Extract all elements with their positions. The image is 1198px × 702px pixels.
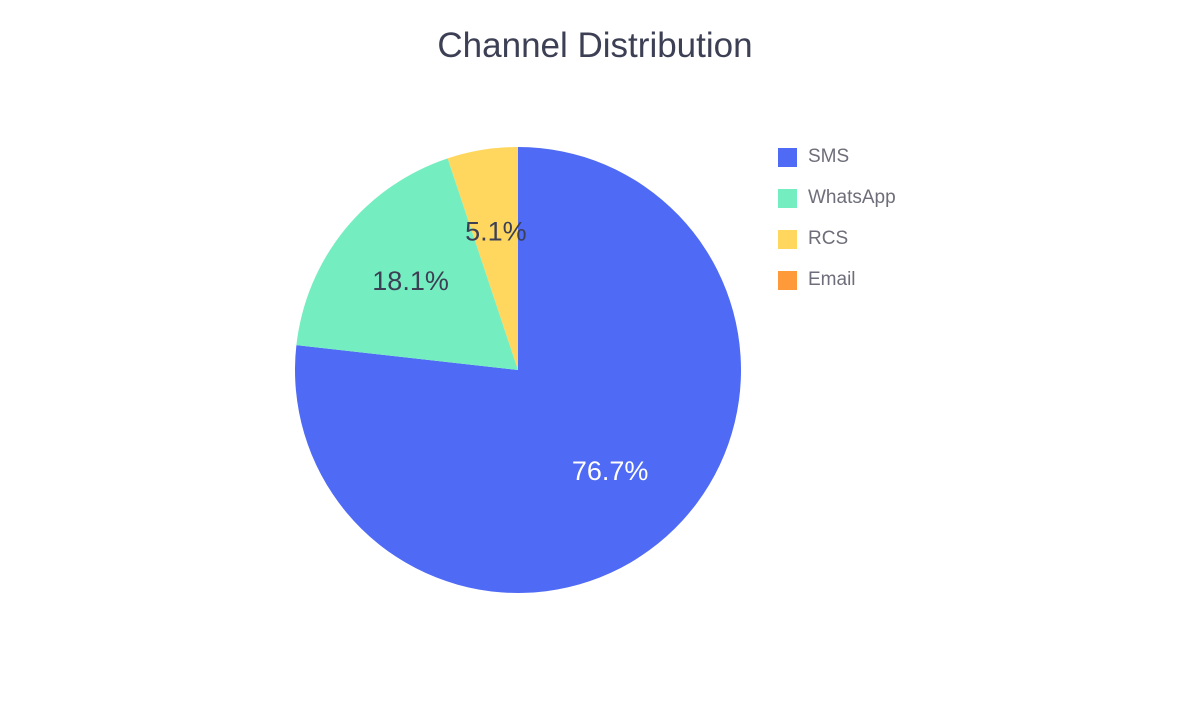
legend-label: SMS [808, 146, 850, 167]
chart-title: Channel Distribution [437, 26, 753, 65]
legend: SMS WhatsApp RCS Email [778, 146, 896, 310]
legend-swatch [778, 147, 797, 167]
legend-item-email[interactable]: Email [778, 269, 896, 291]
legend-item-rcs[interactable]: RCS [778, 228, 896, 250]
legend-label: Email [808, 269, 856, 290]
pie-slice-whatsapp [296, 158, 518, 370]
legend-item-whatsapp[interactable]: WhatsApp [778, 187, 896, 209]
legend-swatch [778, 188, 797, 208]
legend-swatch [778, 229, 797, 249]
legend-item-sms[interactable]: SMS [778, 146, 896, 168]
pie-slice-sms [295, 147, 742, 594]
slice-label-whatsapp: 18.1% [372, 266, 449, 296]
legend-label: RCS [808, 228, 849, 249]
legend-swatch [778, 270, 797, 290]
pie-slice-rcs [447, 147, 518, 370]
slice-label-rcs: 5.1% [465, 217, 527, 247]
legend-label: WhatsApp [808, 187, 896, 208]
slice-label-sms: 76.7% [572, 456, 649, 486]
